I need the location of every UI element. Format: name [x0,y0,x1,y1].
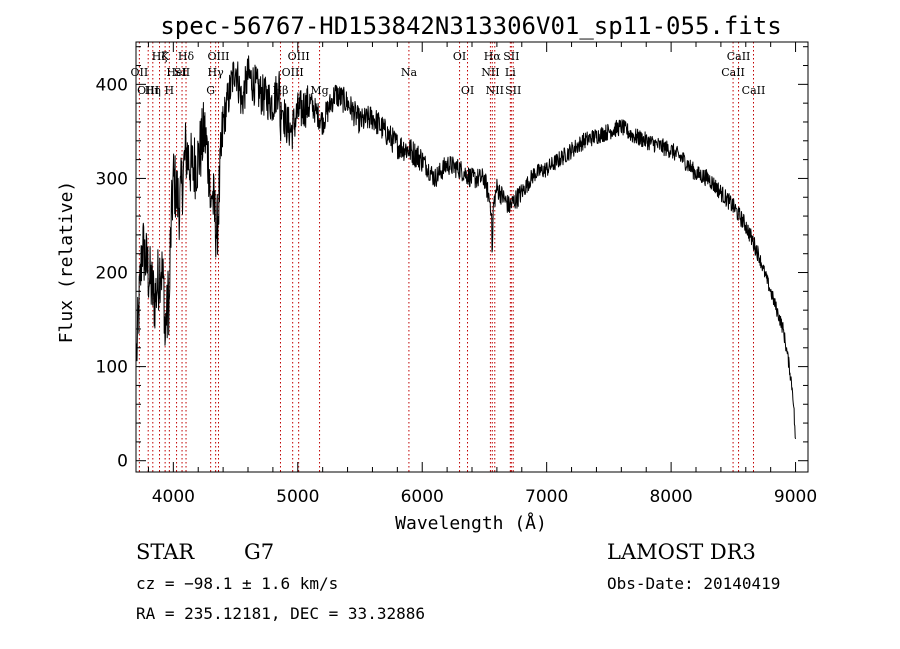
line-label-8: Hδ [178,50,195,63]
line-label-20: Hα [484,50,502,63]
line-label-11: OIII [207,50,229,63]
observation-date: Obs-Date: 20140419 [607,574,780,593]
line-label-19: NII [481,66,499,79]
x-axis-label: Wavelength (Å) [395,512,547,534]
line-label-25: CaII [721,66,745,79]
x-tick-label-1: 5000 [276,487,319,507]
line-label-22: Li [505,66,516,79]
line-label-17: OI [453,50,466,63]
line-label-0: OIII [137,84,159,97]
spectral-line-markers [138,42,754,472]
coordinates: RA = 235.12181, DEC = 33.32886 [136,604,425,623]
line-label-10: Hγ [208,66,225,79]
line-label-23: SII [503,50,519,63]
y-tick-label-3: 300 [96,169,128,189]
line-label-4: K [161,50,170,63]
chart-title: spec-56767-HD153842N313306V01_sp11-055.f… [160,12,781,40]
line-label-14: OIII [288,50,310,63]
y-tick-label-0: 0 [117,452,128,472]
x-tick-label-3: 7000 [525,487,568,507]
line-label-18: OI [461,84,474,97]
line-label-5: H [165,84,175,97]
line-label-16: Na [401,66,418,79]
line-label-3: OII [131,66,149,79]
x-tick-label-4: 8000 [649,487,692,507]
line-label-9: G [206,84,215,97]
y-tick-label-4: 400 [96,75,128,95]
x-axis-ticks: 4000 5000 6000 7000 8000 9000 [147,42,817,507]
x-tick-label-5: 9000 [774,487,817,507]
line-label-2: Hζ [152,50,168,63]
redshift-value: cz = −98.1 ± 1.6 km/s [136,574,338,593]
line-label-1: Hη [145,84,161,97]
spectral-line-labels: OIIIHηHζOIIKHHeISIIHδGHγOIIIHβOIIIOIIIMg… [131,50,766,97]
x-tick-label-2: 6000 [401,487,444,507]
line-label-26: CaII [727,50,751,63]
line-label-15: Mg [310,84,328,97]
y-tick-label-1: 100 [96,358,128,378]
spectrum-trace [136,55,797,440]
line-label-7: SII [174,66,190,79]
object-class: STAR [136,540,195,564]
line-label-6: HeI [166,66,186,79]
line-label-27: CaII [742,84,766,97]
survey-name: LAMOST DR3 [607,540,756,564]
y-axis-ticks: 0 100 200 300 400 [96,46,808,472]
spectrum-line [136,55,797,440]
y-tick-label-2: 200 [96,264,128,284]
plot-frame [135,41,809,473]
x-tick-label-0: 4000 [152,487,195,507]
line-label-24: SII [505,84,521,97]
y-axis-label: Flux (relative) [56,181,77,344]
line-label-13: OIII [282,66,304,79]
object-subclass: G7 [244,540,274,564]
line-label-21: NII [486,84,504,97]
